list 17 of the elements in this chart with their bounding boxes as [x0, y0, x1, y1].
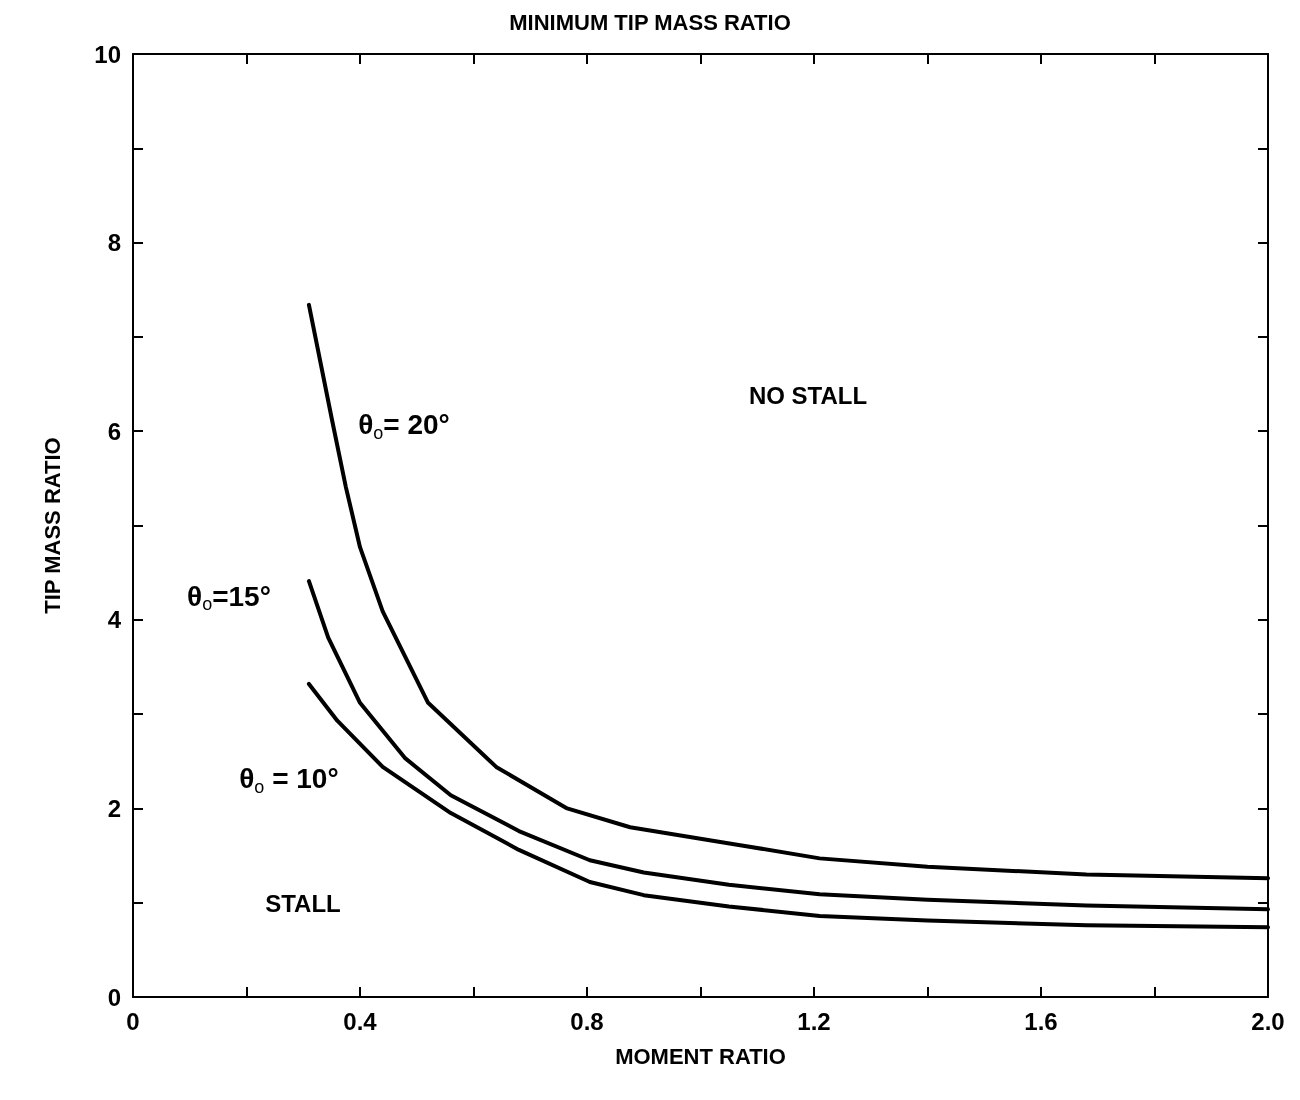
chart-title: MINIMUM TIP MASS RATIO: [509, 9, 791, 35]
y-tick-label: 10: [94, 40, 121, 68]
y-tick-label: 0: [107, 983, 121, 1011]
x-tick-label: 0.4: [343, 1007, 378, 1035]
y-tick-label: 4: [107, 606, 122, 634]
y-axis-title: TIP MASS RATIO: [39, 437, 65, 614]
y-tick-label: 6: [107, 417, 121, 445]
y-tick-label: 8: [107, 229, 121, 257]
x-tick-label: 2.0: [1251, 1007, 1285, 1035]
annotation: STALL: [265, 889, 341, 917]
x-tick-label: 1.6: [1024, 1007, 1058, 1035]
x-axis-title: MOMENT RATIO: [615, 1043, 786, 1069]
x-tick-label: 1.2: [797, 1007, 831, 1035]
annotation: NO STALL: [748, 381, 868, 409]
y-tick-label: 2: [107, 794, 121, 822]
x-tick-label: 0.8: [570, 1007, 604, 1035]
x-tick-label: 0: [126, 1007, 140, 1035]
